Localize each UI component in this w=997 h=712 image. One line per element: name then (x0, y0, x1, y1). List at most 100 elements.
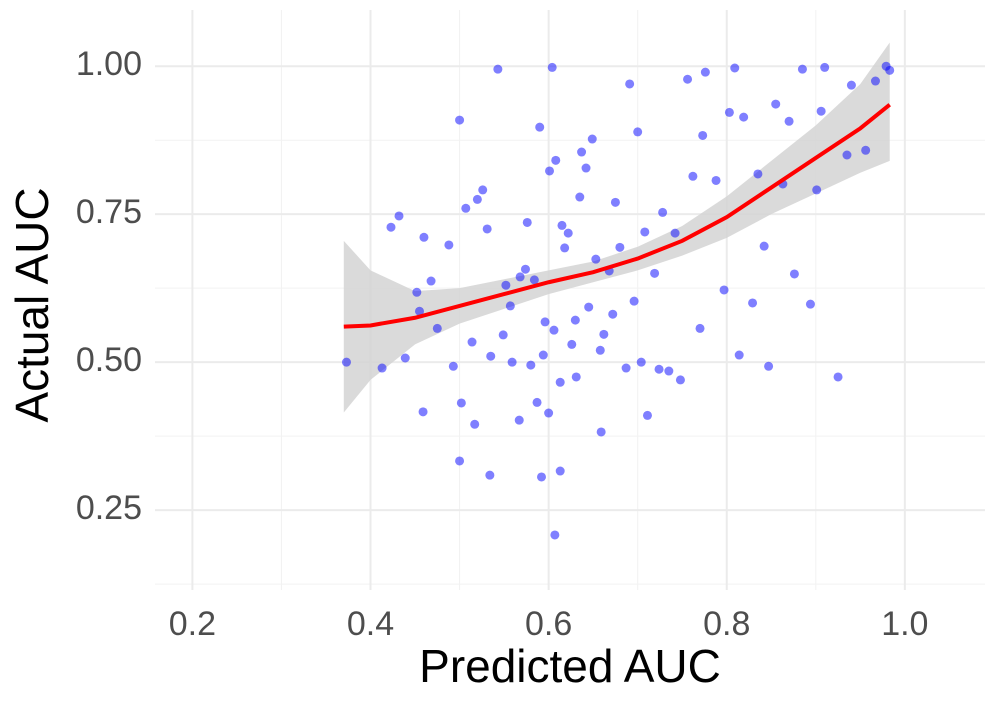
point (797, 64, 807, 74)
point (467, 337, 477, 347)
point (621, 363, 631, 373)
point (575, 192, 585, 202)
point (455, 456, 465, 466)
point (456, 398, 466, 408)
point (514, 415, 524, 425)
point (498, 330, 508, 340)
point (724, 107, 734, 117)
smooth-line (343, 103, 891, 329)
y-tick-label: 1.00 (76, 45, 142, 83)
x-tick-label: 0.8 (703, 605, 750, 643)
point (515, 272, 525, 282)
point (734, 350, 744, 360)
point (478, 185, 488, 195)
point (861, 145, 871, 155)
point (547, 62, 557, 72)
point (885, 65, 895, 75)
x-tick-label: 1.0 (881, 605, 928, 643)
point (633, 127, 643, 137)
point (400, 353, 410, 363)
y-tick-label: 0.50 (76, 341, 142, 379)
point (587, 134, 597, 144)
point (377, 363, 387, 373)
point (550, 530, 560, 540)
point (544, 408, 554, 418)
point (461, 203, 471, 213)
point (571, 372, 581, 382)
point (670, 228, 680, 238)
point (654, 364, 664, 374)
point (700, 67, 710, 77)
point (789, 269, 799, 279)
point (711, 175, 721, 185)
x-tick-label: 0.2 (169, 605, 216, 643)
confidence-band (343, 42, 890, 413)
point (394, 211, 404, 221)
point (577, 147, 587, 157)
point (625, 79, 635, 89)
x-tick-label: 0.4 (347, 605, 394, 643)
point (675, 375, 685, 385)
point (557, 220, 567, 230)
point (820, 62, 830, 72)
point (599, 329, 609, 339)
point (771, 99, 781, 109)
points (341, 61, 895, 540)
point (549, 325, 559, 335)
line-layer (343, 103, 891, 329)
point (529, 275, 539, 285)
x-axis-title: Predicted AUC (419, 640, 721, 692)
point (505, 301, 515, 311)
point (507, 357, 517, 367)
point (764, 361, 774, 371)
point (426, 276, 436, 286)
point (581, 163, 591, 173)
point (833, 372, 843, 382)
point (784, 116, 794, 126)
point (870, 76, 880, 86)
point (610, 197, 620, 207)
point (570, 315, 580, 325)
point (719, 285, 729, 295)
point (482, 224, 492, 234)
point (640, 227, 650, 237)
y-tick-label: 0.25 (76, 489, 142, 527)
point (526, 360, 536, 370)
point (537, 472, 547, 482)
point (759, 241, 769, 251)
point (812, 185, 822, 195)
point (739, 112, 749, 122)
point (540, 317, 550, 327)
point (642, 410, 652, 420)
point (664, 366, 674, 376)
point (555, 466, 565, 476)
point (545, 166, 555, 176)
point (816, 106, 826, 116)
point (636, 357, 646, 367)
point (563, 228, 573, 238)
point (493, 64, 503, 74)
point (551, 155, 561, 165)
point (412, 287, 422, 297)
point (584, 302, 594, 312)
point (748, 298, 758, 308)
y-tick-label: 0.75 (76, 193, 142, 231)
point (560, 243, 570, 253)
y-axis-title: Actual AUC (6, 187, 58, 422)
point (555, 377, 565, 387)
point (448, 361, 458, 371)
point (485, 470, 495, 480)
point (444, 240, 454, 250)
point (842, 150, 852, 160)
point (595, 345, 605, 355)
point (608, 309, 618, 319)
point (658, 207, 668, 217)
point (386, 222, 396, 232)
point (532, 397, 542, 407)
grid (155, 10, 985, 590)
point (615, 242, 625, 252)
point (418, 407, 428, 417)
point (596, 427, 606, 437)
point (730, 63, 740, 73)
point (688, 171, 698, 181)
